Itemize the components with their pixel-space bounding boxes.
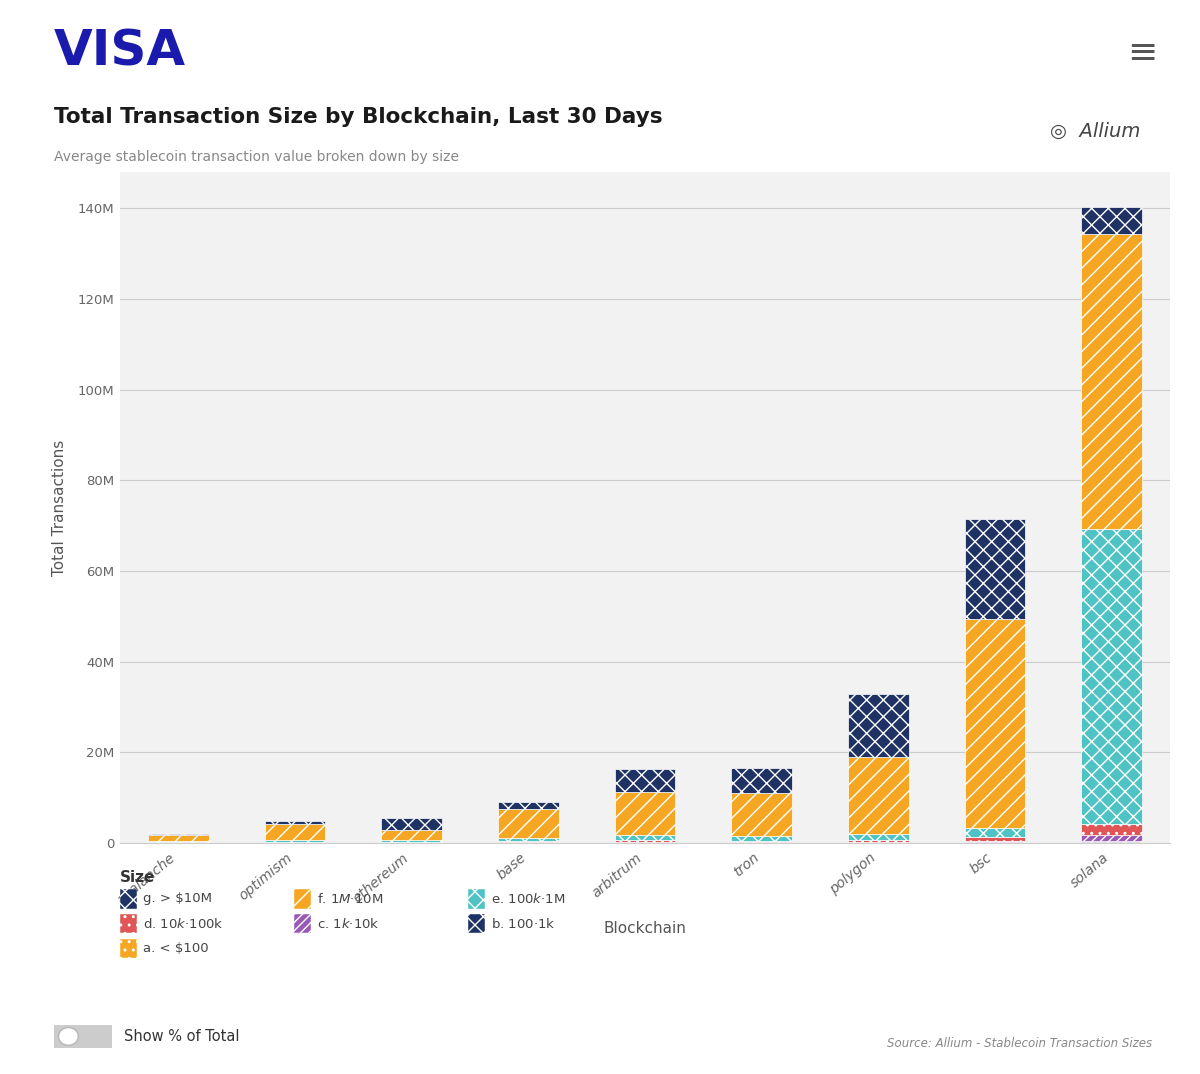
Bar: [614, 769, 676, 792]
Bar: [614, 840, 676, 842]
Bar: [1081, 529, 1142, 824]
Bar: [148, 833, 209, 834]
Bar: [1081, 824, 1142, 836]
Bar: [148, 841, 209, 842]
Text: Total Transaction Size by Blockchain, Last 30 Days: Total Transaction Size by Blockchain, La…: [54, 106, 662, 127]
Bar: [1081, 836, 1142, 841]
Bar: [848, 834, 908, 840]
Bar: [848, 757, 908, 834]
Bar: [265, 821, 325, 824]
Text: f. $1M · $10M: f. $1M · $10M: [317, 891, 383, 906]
Bar: [965, 837, 1025, 841]
Bar: [731, 768, 792, 793]
Bar: [382, 818, 442, 829]
Bar: [382, 840, 442, 842]
FancyBboxPatch shape: [44, 1017, 121, 1056]
Text: Show % of Total: Show % of Total: [124, 1029, 239, 1044]
Bar: [265, 840, 325, 842]
Bar: [614, 834, 676, 840]
Bar: [965, 828, 1025, 837]
Y-axis label: Total Transactions: Total Transactions: [52, 439, 66, 576]
Bar: [848, 840, 908, 842]
Text: Size: Size: [120, 870, 155, 885]
Bar: [848, 694, 908, 757]
Bar: [731, 841, 792, 842]
Bar: [965, 841, 1025, 842]
Text: Source: Allium - Stablecoin Transaction Sizes: Source: Allium - Stablecoin Transaction …: [887, 1037, 1152, 1050]
Bar: [498, 809, 559, 838]
Bar: [965, 520, 1025, 620]
Text: c. $1k · $10k: c. $1k · $10k: [317, 916, 379, 931]
Text: VISA: VISA: [54, 28, 186, 75]
Text: d. $10k · $100k: d. $10k · $100k: [143, 916, 223, 931]
Text: Average stablecoin transaction value broken down by size: Average stablecoin transaction value bro…: [54, 150, 458, 164]
X-axis label: Blockchain: Blockchain: [604, 921, 686, 937]
Bar: [965, 620, 1025, 828]
Bar: [498, 802, 559, 809]
Bar: [498, 838, 559, 841]
Bar: [731, 793, 792, 836]
Text: a. < $100: a. < $100: [143, 942, 209, 955]
Circle shape: [59, 1028, 78, 1045]
Bar: [1081, 234, 1142, 529]
Bar: [382, 829, 442, 840]
Bar: [265, 824, 325, 840]
Bar: [614, 792, 676, 834]
Bar: [731, 836, 792, 841]
Text: ≡: ≡: [1127, 34, 1158, 69]
Text: e. $100k · $1M: e. $100k · $1M: [491, 891, 565, 906]
Text: b. $100 · $1k: b. $100 · $1k: [491, 916, 556, 931]
Bar: [1081, 841, 1142, 842]
Bar: [1081, 207, 1142, 234]
Text: g. > $10M: g. > $10M: [143, 892, 212, 905]
Text: ◎  Allium: ◎ Allium: [1050, 121, 1140, 141]
Bar: [148, 834, 209, 841]
